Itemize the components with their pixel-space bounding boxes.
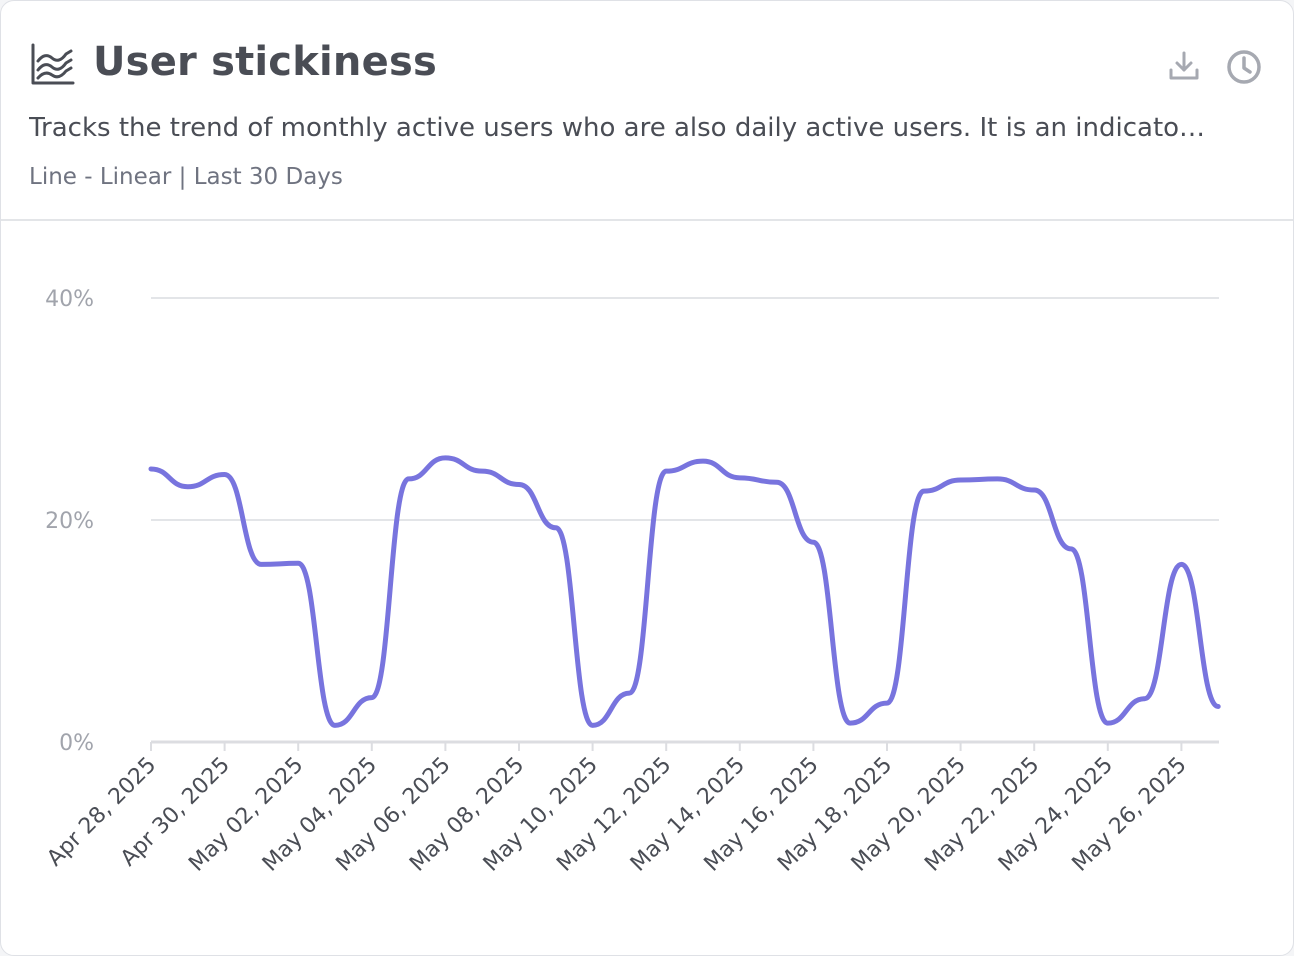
chart-meta: Line - Linear | Last 30 Days: [29, 164, 343, 190]
area-chart-icon: [31, 43, 75, 85]
history-clock-icon[interactable]: [1226, 49, 1262, 85]
series-line: [148, 455, 1221, 728]
y-tick-label: 40%: [45, 287, 94, 312]
card-title: User stickiness: [93, 39, 437, 85]
card-description: Tracks the trend of monthly active users…: [29, 113, 1209, 143]
y-tick-label: 0%: [59, 731, 94, 756]
y-tick-label: 20%: [45, 509, 94, 534]
card-header: User stickiness Tracks the trend of mont…: [1, 1, 1293, 221]
download-icon[interactable]: [1166, 48, 1202, 84]
